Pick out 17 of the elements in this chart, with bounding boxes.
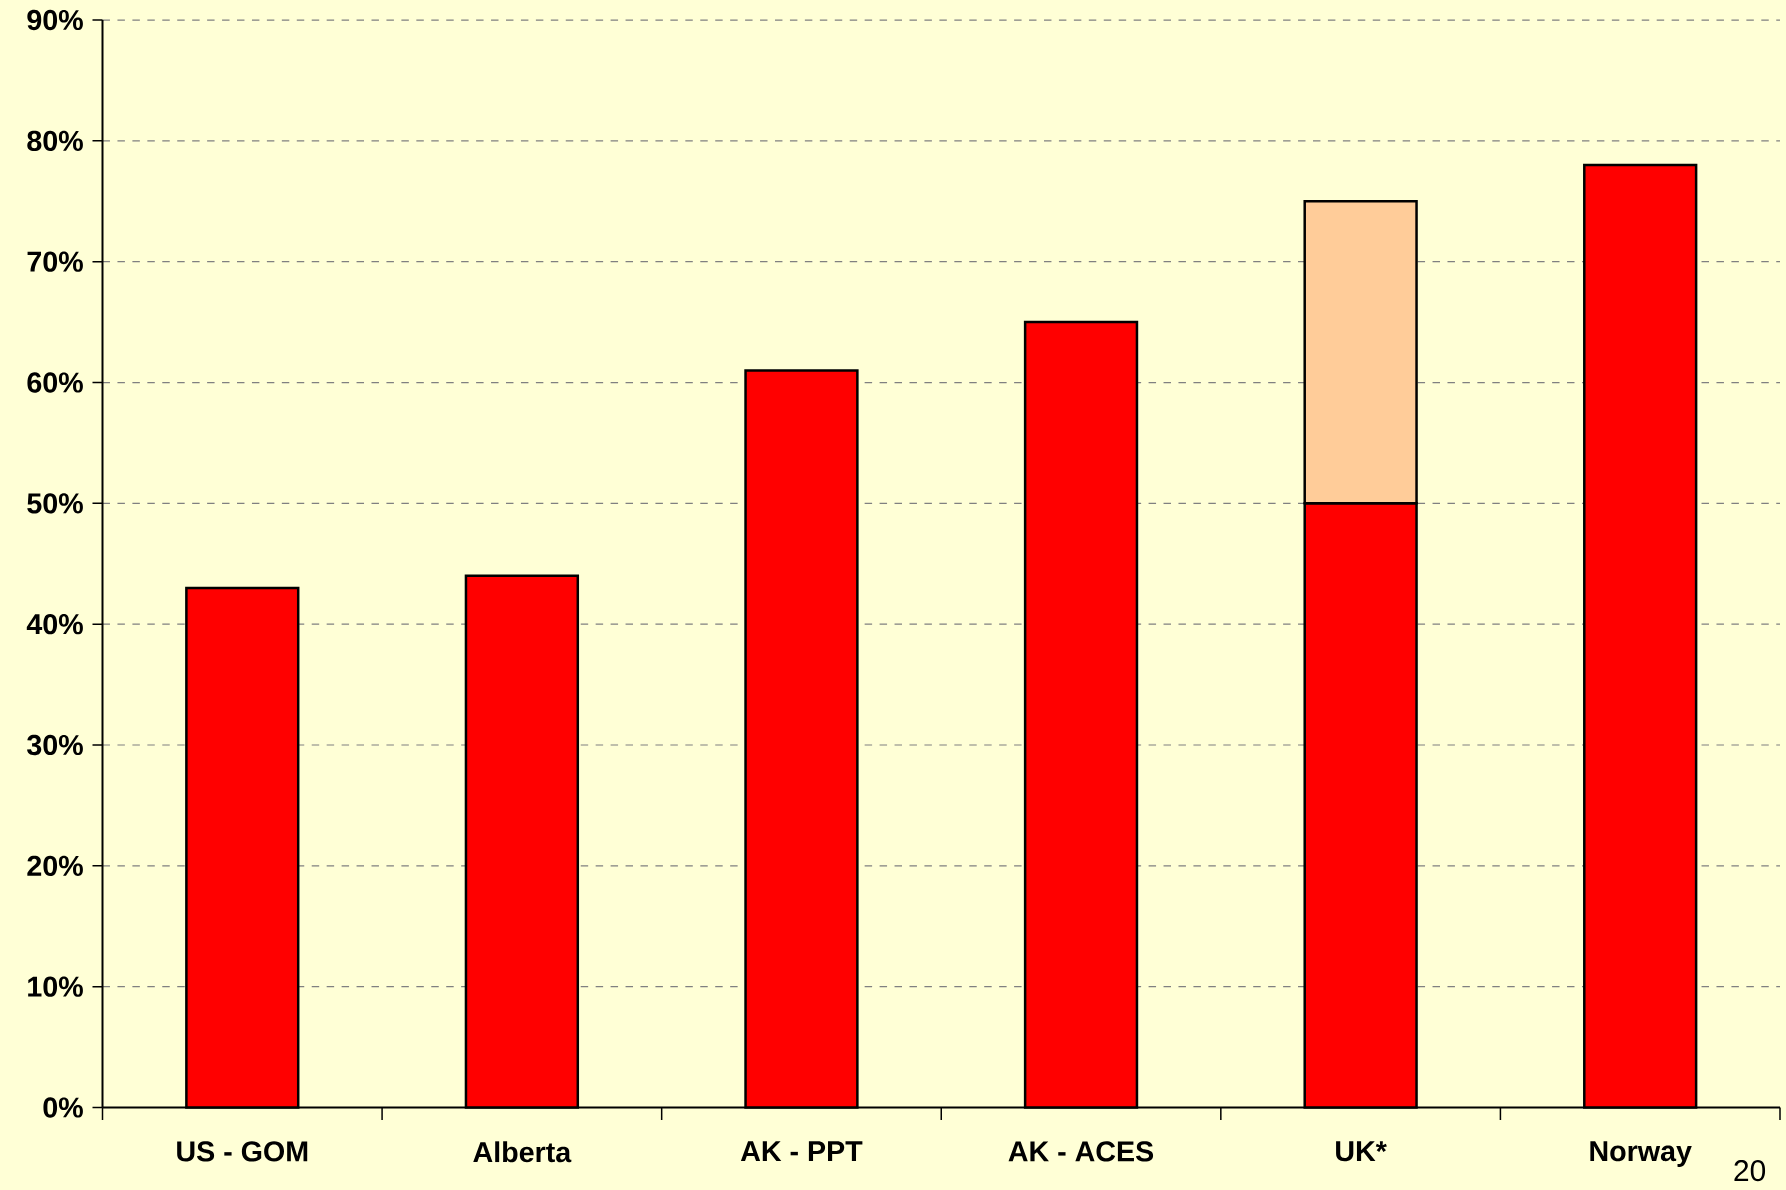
y-tick-label: 90% (27, 9, 83, 31)
y-tick-label: 70% (27, 251, 83, 272)
text: 20 (1734, 1160, 1766, 1182)
y-tick-label: 80% (27, 130, 83, 151)
x-tick-label: AK - ACES (1008, 1141, 1154, 1162)
y-tick-label: 20% (27, 855, 83, 876)
y-tick-label: 40% (26, 614, 83, 635)
y-tick-label: 60% (27, 372, 83, 393)
x-tick-label: UK* (1336, 1141, 1387, 1162)
y-tick-label: 10% (28, 976, 83, 997)
x-tick-label: US - GOM (177, 1141, 308, 1162)
y-tick-label: 0% (43, 1097, 83, 1118)
x-tick-label: Alberta (473, 1141, 572, 1163)
y-tick-label: 50% (27, 493, 83, 514)
x-tick-label: Norway (1590, 1141, 1692, 1167)
x-tick-label: AK - PPT (740, 1141, 863, 1162)
y-tick-label: 30% (27, 734, 83, 756)
